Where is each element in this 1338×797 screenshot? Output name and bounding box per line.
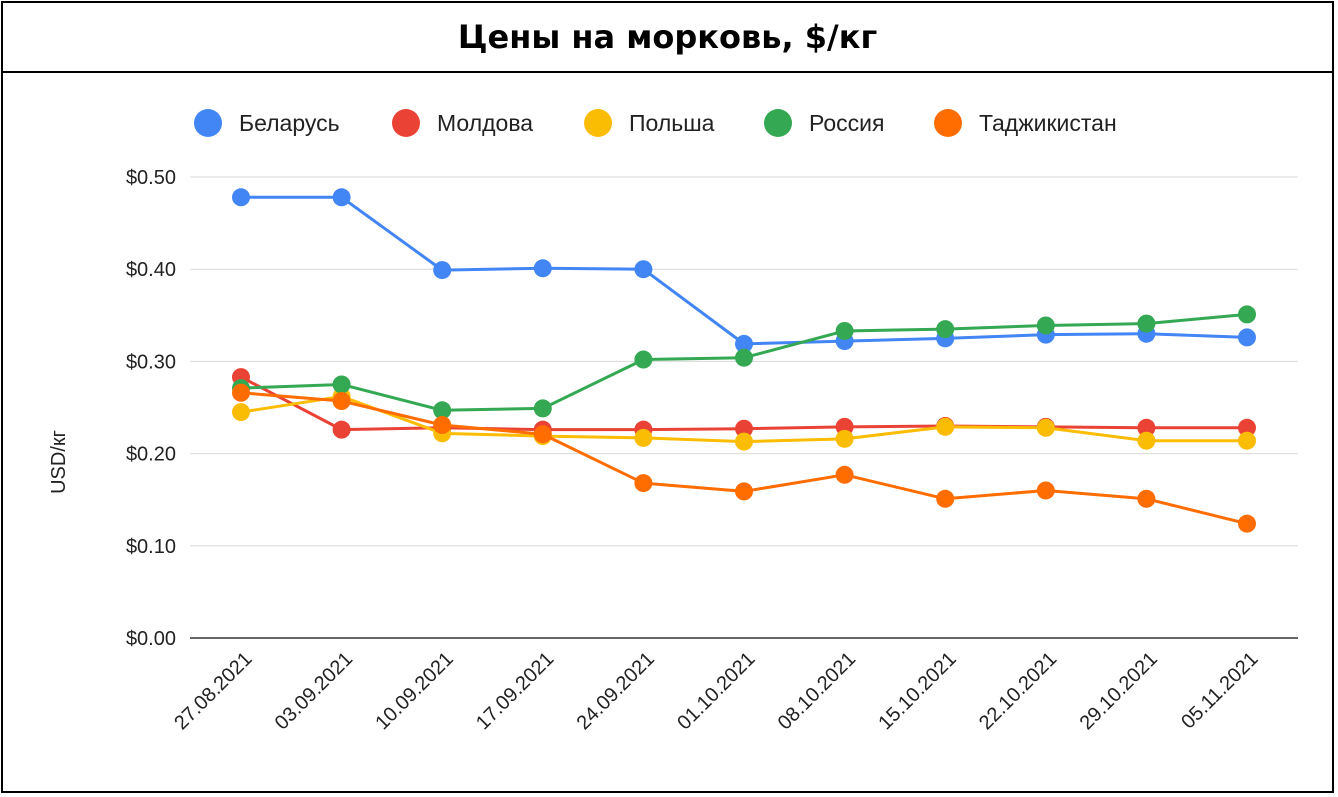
data-point <box>332 188 351 207</box>
data-point <box>433 416 452 435</box>
chart-title: Цены на морковь, $/кг <box>457 18 878 56</box>
data-point <box>936 489 955 508</box>
x-tick-label: 17.09.2021 <box>472 648 558 734</box>
data-point <box>1137 431 1156 450</box>
legend-item: Молдова <box>392 109 533 137</box>
legend-item: Польша <box>584 109 715 137</box>
data-point <box>735 482 753 501</box>
data-point <box>735 348 753 367</box>
x-tick-label: 05.11.2021 <box>1177 648 1262 733</box>
data-point <box>433 261 452 280</box>
legend-item: Россия <box>764 109 884 137</box>
x-tick-label: 08.10.2021 <box>774 648 860 734</box>
legend-marker <box>934 109 962 137</box>
y-tick-label: $0.10 <box>126 536 176 558</box>
x-tick-label: 01.10.2021 <box>673 648 759 734</box>
data-point <box>1137 489 1156 508</box>
data-point <box>232 383 250 402</box>
x-tick-label: 27.08.2021 <box>170 648 256 734</box>
legend-item: Таджикистан <box>934 109 1117 137</box>
series-line <box>240 391 1248 526</box>
title-bar: Цены на морковь, $/кг <box>3 3 1332 73</box>
data-point <box>735 419 753 438</box>
legend-label: Россия <box>809 110 884 136</box>
x-tick-label: 03.09.2021 <box>271 648 357 734</box>
data-point <box>433 401 452 420</box>
legend-marker <box>764 109 792 137</box>
y-tick-label: $0.20 <box>126 444 176 466</box>
series-3 <box>232 305 1256 420</box>
x-tick-label: 15.10.2021 <box>874 648 960 734</box>
data-point <box>835 465 854 484</box>
data-point <box>835 429 854 448</box>
data-point <box>332 375 351 394</box>
y-tick-label: $0.50 <box>126 167 176 189</box>
series-1 <box>232 368 1256 439</box>
data-point <box>533 399 552 418</box>
y-axis: $0.00 $0.10 $0.20 $0.30 $0.40 $0.50 <box>126 167 176 650</box>
legend-label: Беларусь <box>239 110 340 136</box>
legend-marker <box>584 109 612 137</box>
series-4 <box>232 383 1256 533</box>
data-point <box>634 350 653 369</box>
series-group <box>232 188 1256 533</box>
x-tick-label: 24.09.2021 <box>573 648 659 734</box>
data-point <box>1238 328 1256 347</box>
data-point <box>634 428 653 447</box>
legend-label: Польша <box>629 110 715 136</box>
x-tick-label: 10.09.2021 <box>371 648 457 734</box>
data-point <box>533 425 552 444</box>
data-point <box>835 321 854 340</box>
legend-label: Молдова <box>437 110 533 136</box>
x-axis: 27.08.2021 03.09.2021 10.09.2021 17.09.2021… <box>170 648 1262 734</box>
y-axis-title: USD/кг <box>48 430 70 494</box>
legend-marker <box>194 109 222 137</box>
data-point <box>1036 316 1055 335</box>
data-point <box>332 420 351 439</box>
data-point <box>533 259 552 278</box>
data-point <box>1238 514 1256 533</box>
data-point <box>1137 314 1156 333</box>
data-point <box>936 417 955 436</box>
data-point <box>1036 481 1055 500</box>
data-point <box>1238 431 1256 450</box>
data-point <box>634 260 653 279</box>
data-point <box>1137 418 1156 437</box>
data-point <box>232 403 250 422</box>
y-tick-label: $0.40 <box>126 259 176 281</box>
data-point <box>1238 418 1256 437</box>
data-point <box>1036 418 1055 437</box>
data-point <box>936 320 955 339</box>
legend-item: Беларусь <box>194 109 340 137</box>
data-point <box>634 474 653 493</box>
series-line <box>241 195 1248 346</box>
x-tick-label: 29.10.2021 <box>1076 648 1162 734</box>
data-point <box>735 432 753 451</box>
y-tick-label: $0.00 <box>126 628 176 650</box>
x-tick-label: 22.10.2021 <box>975 648 1061 734</box>
series-0 <box>232 188 1256 353</box>
data-point <box>232 188 250 207</box>
data-point <box>735 334 753 353</box>
data-point <box>1238 305 1256 324</box>
data-point <box>332 392 351 411</box>
y-tick-label: $0.30 <box>126 351 176 373</box>
grid-lines <box>190 176 1298 639</box>
legend-label: Таджикистан <box>979 110 1117 136</box>
legend: Беларусь Молдова Польша Россия Таджикистан <box>194 109 1117 137</box>
legend-marker <box>392 109 420 137</box>
